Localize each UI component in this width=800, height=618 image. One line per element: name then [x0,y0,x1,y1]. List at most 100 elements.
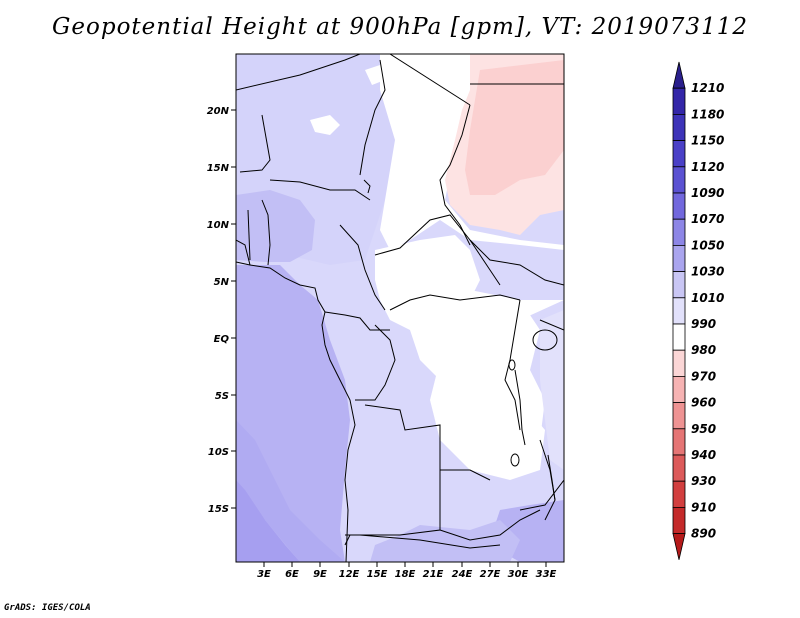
border-drc-north [389,294,521,311]
coastline [236,239,356,562]
lat-label: 15N [207,163,230,174]
lon-label: 3E [257,569,271,580]
border-mozambique [519,479,564,511]
lon-label: 9E [313,569,327,580]
colorbar-swatch [672,480,686,508]
colorbar-swatch [672,192,686,220]
lon-label: 21E [423,569,444,580]
border-congo-drc [355,324,396,401]
chart-title: Geopotential Height at 900hPa [gpm], VT:… [52,14,748,40]
border-namibia [345,534,501,549]
lon-label: 12E [339,569,360,580]
colorbar-bottom-arrow [672,533,686,560]
field-south-patch [370,520,520,562]
lon-label: 18E [395,569,416,580]
border-south-sudan [469,239,564,286]
colorbar-swatch [672,166,686,194]
colorbar-label: 1180 [691,107,724,121]
colorbar-swatch [672,323,686,351]
colorbar-swatch [672,402,686,430]
colorbar-swatch [672,506,686,534]
field-neutral-north [380,54,564,480]
lon-label: 33E [536,569,557,580]
border-togo [247,209,251,261]
lat-label: 5N [214,277,230,288]
colorbar-label: 1030 [691,265,724,279]
lat-label: 5S [215,391,229,402]
colorbar-label: 1090 [691,186,724,200]
lon-label: 24E [452,569,473,580]
colorbar-swatch [672,218,686,246]
border-benin [261,199,271,266]
colorbar-top-arrow [672,61,686,89]
lake-tanganyika [514,369,526,446]
colorbar-label: 910 [691,500,716,514]
colorbar-swatch [672,428,686,456]
lat-label: 10N [207,220,230,231]
colorbar-label: 950 [691,422,716,436]
field-white-patch-2 [365,65,385,85]
border-nigeria-cameroon [339,224,386,311]
lat-label: EQ [214,334,230,345]
colorbar: 1210 1180 1150 1120 1090 1070 1050 1030 1010 990 9… [672,61,724,560]
field-west-africa-band [236,190,315,262]
country-borders [236,54,564,549]
map-frame [235,53,565,563]
border-car [374,214,501,286]
lake-victoria [532,329,558,351]
field-white-patch-1 [310,115,340,135]
colorbar-label: 980 [691,343,716,357]
colorbar-label: 1010 [691,291,724,305]
lon-axis: 3E 6E 9E 12E 15E 18E 21E 24E 27E 30E 33E [257,562,557,580]
colorbar-swatch [672,244,686,272]
border-cameroon-gabon [324,311,390,331]
height-field [236,54,564,562]
colorbar-swatch [672,349,686,377]
border-nigeria-north [269,179,371,201]
colorbar-label: 990 [691,317,716,331]
colorbar-swatch [672,87,686,115]
colorbar-label: 930 [691,474,716,488]
colorbar-label: 970 [691,369,716,383]
colorbar-swatch [672,114,686,142]
colorbar-label: 1150 [691,134,724,148]
colorbar-swatch [672,271,686,299]
field-sw-edge [236,420,345,562]
colorbar-swatch [672,454,686,482]
lat-label: 15S [208,504,229,515]
lon-label: 30E [508,569,529,580]
lake-chad [363,179,371,194]
border-chad-sudan [439,104,471,246]
colorbar-swatch [672,297,686,325]
border-angola-zambia [344,470,441,546]
lake-mweru [510,453,520,467]
lon-label: 6E [285,569,299,580]
coastline-west-africa [236,261,356,562]
colorbar-label: 960 [691,396,716,410]
colorbar-label: 1210 [691,81,724,95]
field-neutral-central [410,290,545,470]
border-libya-chad [389,54,471,106]
coastline-bight [236,239,251,266]
border-tanzania [539,319,564,331]
border-angola-drc [364,404,491,481]
lakes [363,179,558,501]
grads-credit: GrADS: IGES/COLA [4,603,91,613]
colorbar-label: 1070 [691,212,724,226]
colorbar-label: 1050 [691,238,724,252]
border-mali-niger [239,114,271,173]
colorbar-swatch [672,140,686,168]
border-zambia-south [439,509,541,541]
colorbar-label: 940 [691,448,716,462]
lat-label: 10S [208,447,229,458]
field-neutral-congo [375,235,480,330]
lon-label: 15E [367,569,388,580]
colorbar-label: 890 [691,527,716,541]
colorbar-label: 1120 [691,160,724,174]
lake-malawi [547,454,556,501]
lat-axis: 20N 15N 10N 5N EQ 5S 10S 15S [207,106,236,515]
field-pink-core [465,60,564,195]
border-niger-chad [359,59,386,176]
colorbar-swatch [672,375,686,403]
